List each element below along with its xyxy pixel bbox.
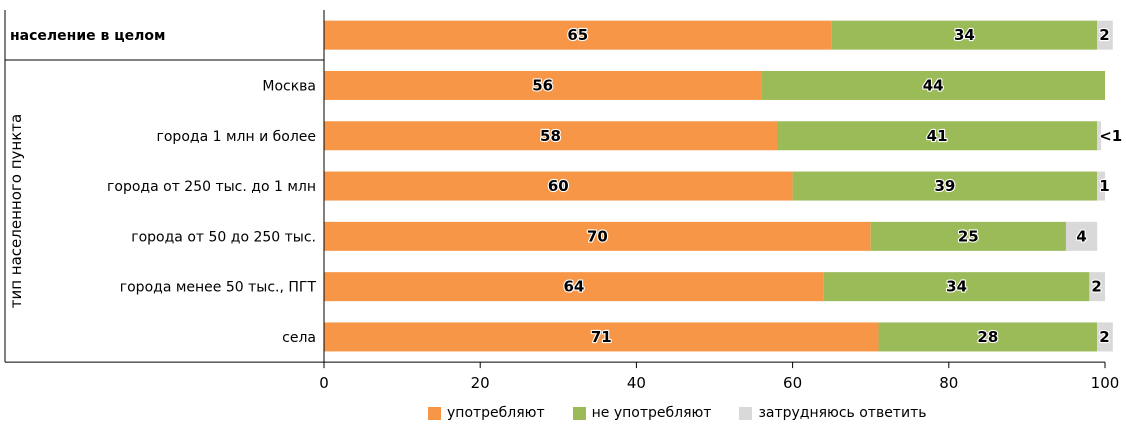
data-label-не-употребляют-6: 28: [977, 328, 998, 346]
data-label-затрудняюсь-ответить-3: 1: [1099, 177, 1109, 195]
category-label-5: города менее 50 тыс., ПГТ: [120, 280, 317, 296]
x-tick-label-5: 100: [1091, 374, 1120, 392]
data-label-затрудняюсь-ответить-6: 2: [1099, 328, 1109, 346]
legend-label-not-used: не употребляют: [591, 405, 712, 421]
bar-употребляют-0: [324, 20, 832, 50]
category-label-6: села: [282, 330, 316, 346]
data-label-не-употребляют-0: 34: [954, 26, 975, 44]
data-label-употребляют-3: 60: [548, 177, 569, 195]
data-label-затрудняюсь-ответить-2: <1: [1099, 127, 1122, 145]
data-label-не-употребляют-5: 34: [946, 278, 967, 296]
bar-не-употребляют-0: [831, 20, 1098, 50]
legend-swatch-not-used: [572, 406, 586, 420]
x-tick-label-3: 60: [783, 374, 802, 392]
category-label-4: города от 50 до 250 тыс.: [131, 229, 316, 245]
x-tick-label-4: 80: [939, 374, 958, 392]
data-label-употребляют-0: 65: [567, 26, 588, 44]
data-label-затрудняюсь-ответить-0: 2: [1099, 26, 1109, 44]
category-label-2: города 1 млн и более: [157, 129, 316, 145]
category-label-0: население в целом: [10, 28, 165, 44]
legend: употребляют не употребляют затрудняюсь о…: [428, 402, 954, 424]
data-label-затрудняюсь-ответить-5: 2: [1091, 278, 1101, 296]
bar-затрудняюсь-ответить-6: [1097, 322, 1113, 352]
bar-употребляют-1: [324, 70, 762, 100]
category-label-1: Москва: [262, 78, 316, 94]
legend-item-used: употребляют: [428, 405, 545, 421]
bar-употребляют-4: [324, 221, 871, 251]
bar-затрудняюсь-ответить-2: [1097, 121, 1102, 151]
bar-затрудняюсь-ответить-0: [1097, 20, 1113, 50]
bar-употребляют-2: [324, 121, 777, 151]
legend-swatch-used: [428, 406, 441, 420]
data-label-не-употребляют-1: 44: [923, 76, 944, 94]
bar-не-употребляют-3: [792, 171, 1098, 201]
data-label-употребляют-5: 64: [563, 278, 584, 296]
x-tick-label-0: 0: [319, 374, 329, 392]
data-label-не-употребляют-2: 41: [927, 127, 948, 145]
legend-label-used: употребляют: [447, 405, 545, 421]
bar-употребляют-6: [324, 322, 879, 352]
data-label-не-употребляют-3: 39: [934, 177, 955, 195]
bar-затрудняюсь-ответить-3: [1097, 171, 1105, 201]
data-label-затрудняюсь-ответить-4: 4: [1076, 227, 1086, 245]
category-label-3: города от 250 тыс. до 1 млн: [107, 179, 316, 195]
legend-swatch-hard-to-say: [739, 406, 753, 420]
bar-не-употребляют-4: [870, 221, 1066, 251]
bar-употребляют-3: [324, 171, 793, 201]
bar-не-употребляют-1: [761, 70, 1105, 100]
data-label-не-употребляют-4: 25: [958, 227, 979, 245]
legend-label-hard-to-say: затрудняюсь ответить: [758, 405, 927, 421]
x-tick-label-2: 40: [627, 374, 646, 392]
data-label-употребляют-4: 70: [587, 227, 608, 245]
bar-затрудняюсь-ответить-4: [1065, 221, 1098, 251]
bar-затрудняюсь-ответить-5: [1089, 272, 1105, 302]
bar-не-употребляют-5: [823, 272, 1090, 302]
data-label-употребляют-1: 56: [532, 76, 553, 94]
data-label-употребляют-2: 58: [540, 127, 561, 145]
bar-употребляют-5: [324, 272, 824, 302]
data-label-употребляют-6: 71: [591, 328, 612, 346]
legend-item-hard-to-say: затрудняюсь ответить: [739, 405, 926, 421]
bar-не-употребляют-2: [776, 121, 1098, 151]
x-tick-label-1: 20: [471, 374, 490, 392]
legend-item-not-used: не употребляют: [572, 405, 712, 421]
category-group-label: тип населенного пункта: [7, 114, 25, 308]
bar-не-употребляют-6: [878, 322, 1098, 352]
